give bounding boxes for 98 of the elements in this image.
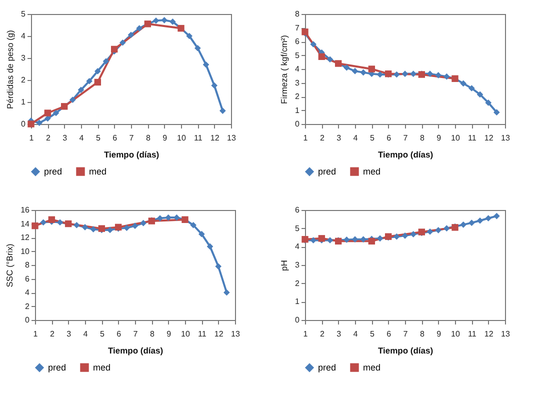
x-axis-title: Tiempo (días) <box>378 150 434 160</box>
x-tick-label: 10 <box>177 134 186 142</box>
x-tick-label: 2 <box>46 134 51 142</box>
y-tick-label: 10 <box>20 246 30 256</box>
x-tick-label: 5 <box>370 330 375 338</box>
x-tick-label: 10 <box>451 330 460 338</box>
y-tick-label: 2 <box>295 92 300 101</box>
x-tick-label: 8 <box>150 330 155 338</box>
y-tick-label: 5 <box>295 224 300 233</box>
x-tick-label: 8 <box>420 134 425 142</box>
x-tick-label: 12 <box>214 330 224 338</box>
y-tick-label: 14 <box>20 219 30 228</box>
x-tick-label: 3 <box>336 330 342 338</box>
y-tick-label: 0 <box>295 120 300 128</box>
x-tick-label: 13 <box>501 134 510 142</box>
x-tick-label: 2 <box>320 330 325 338</box>
y-tick-label: 4 <box>21 32 26 40</box>
x-tick-label: 7 <box>133 330 138 338</box>
y-tick-label: 3 <box>295 78 300 88</box>
legend-label: med <box>89 166 107 177</box>
legend-label: pred <box>48 362 66 373</box>
x-tick-label: 6 <box>386 330 392 338</box>
x-tick-label: 11 <box>194 134 203 142</box>
x-tick-label: 9 <box>162 134 168 142</box>
x-tick-label: 7 <box>403 134 408 142</box>
legend-label: pred <box>318 166 336 177</box>
y-tick-label: 8 <box>25 260 30 270</box>
y-axis-title: pH <box>279 260 290 271</box>
x-tick-label: 3 <box>66 330 72 338</box>
x-tick-label: 1 <box>303 330 308 338</box>
x-tick-label: 3 <box>336 134 342 142</box>
legend-label: pred <box>44 166 62 177</box>
x-tick-label: 7 <box>403 330 408 338</box>
x-tick-label: 5 <box>100 330 105 338</box>
legend-label: med <box>93 362 111 373</box>
x-tick-label: 2 <box>320 134 325 142</box>
x-tick-label: 12 <box>484 330 494 338</box>
y-tick-label: 1 <box>295 297 300 306</box>
x-tick-label: 6 <box>116 330 122 338</box>
y-tick-label: 3 <box>21 54 26 62</box>
x-tick-label: 13 <box>227 134 236 142</box>
x-axis-title: Tiempo (días) <box>104 150 160 160</box>
y-tick-label: 2 <box>295 278 300 288</box>
y-tick-label: 6 <box>295 206 300 214</box>
y-tick-label: 12 <box>20 233 30 242</box>
x-tick-label: 4 <box>83 330 88 338</box>
x-tick-label: 6 <box>386 134 392 142</box>
x-tick-label: 5 <box>96 134 101 142</box>
x-tick-label: 11 <box>198 330 207 338</box>
legend-label: med <box>363 166 381 177</box>
x-tick-label: 10 <box>181 330 190 338</box>
x-tick-label: 4 <box>79 134 84 142</box>
y-tick-label: 6 <box>295 37 300 46</box>
x-axis-title: Tiempo (días) <box>378 346 434 356</box>
y-tick-label: 5 <box>295 50 300 60</box>
x-tick-label: 9 <box>436 330 442 338</box>
y-tick-label: 3 <box>295 260 300 270</box>
x-tick-label: 8 <box>420 330 425 338</box>
y-tick-label: 2 <box>25 302 30 311</box>
y-tick-label: 4 <box>295 242 300 252</box>
y-tick-label: 2 <box>21 76 26 84</box>
x-tick-label: 13 <box>501 330 510 338</box>
x-tick-label: 4 <box>353 134 358 142</box>
legend-label: pred <box>318 362 336 373</box>
y-tick-label: 4 <box>25 288 30 297</box>
y-tick-label: 0 <box>21 120 26 128</box>
x-tick-label: 3 <box>62 134 68 142</box>
x-tick-label: 11 <box>468 134 477 142</box>
y-tick-label: 1 <box>21 98 26 106</box>
x-axis-title: Tiempo (días) <box>108 346 164 356</box>
y-tick-label: 5 <box>21 10 26 18</box>
x-tick-label: 1 <box>303 134 308 142</box>
y-axis-title: Firmeza ( kgf/cm²) <box>279 34 290 104</box>
y-tick-label: 8 <box>295 10 300 18</box>
y-tick-label: 1 <box>295 106 300 115</box>
x-tick-label: 6 <box>112 134 118 142</box>
legend-label: med <box>363 362 381 373</box>
y-tick-label: 7 <box>295 23 300 32</box>
x-tick-label: 5 <box>370 134 375 142</box>
y-tick-label: 0 <box>25 316 30 324</box>
x-tick-label: 10 <box>451 134 460 142</box>
x-tick-label: 9 <box>436 134 442 142</box>
x-tick-label: 9 <box>166 330 172 338</box>
y-axis-title: Pérdidas de peso (g) <box>5 30 16 109</box>
y-tick-label: 16 <box>20 206 30 214</box>
x-tick-label: 4 <box>353 330 358 338</box>
x-tick-label: 11 <box>468 330 477 338</box>
x-tick-label: 12 <box>484 134 494 142</box>
y-axis-title: SSC (°Brix) <box>4 244 15 288</box>
x-tick-label: 7 <box>129 134 134 142</box>
y-tick-label: 0 <box>295 316 300 324</box>
x-tick-label: 13 <box>231 330 240 338</box>
y-tick-label: 6 <box>25 274 30 284</box>
x-tick-label: 12 <box>210 134 220 142</box>
x-tick-label: 2 <box>50 330 55 338</box>
y-tick-label: 4 <box>295 64 300 74</box>
x-tick-label: 8 <box>146 134 151 142</box>
x-tick-label: 1 <box>33 330 38 338</box>
